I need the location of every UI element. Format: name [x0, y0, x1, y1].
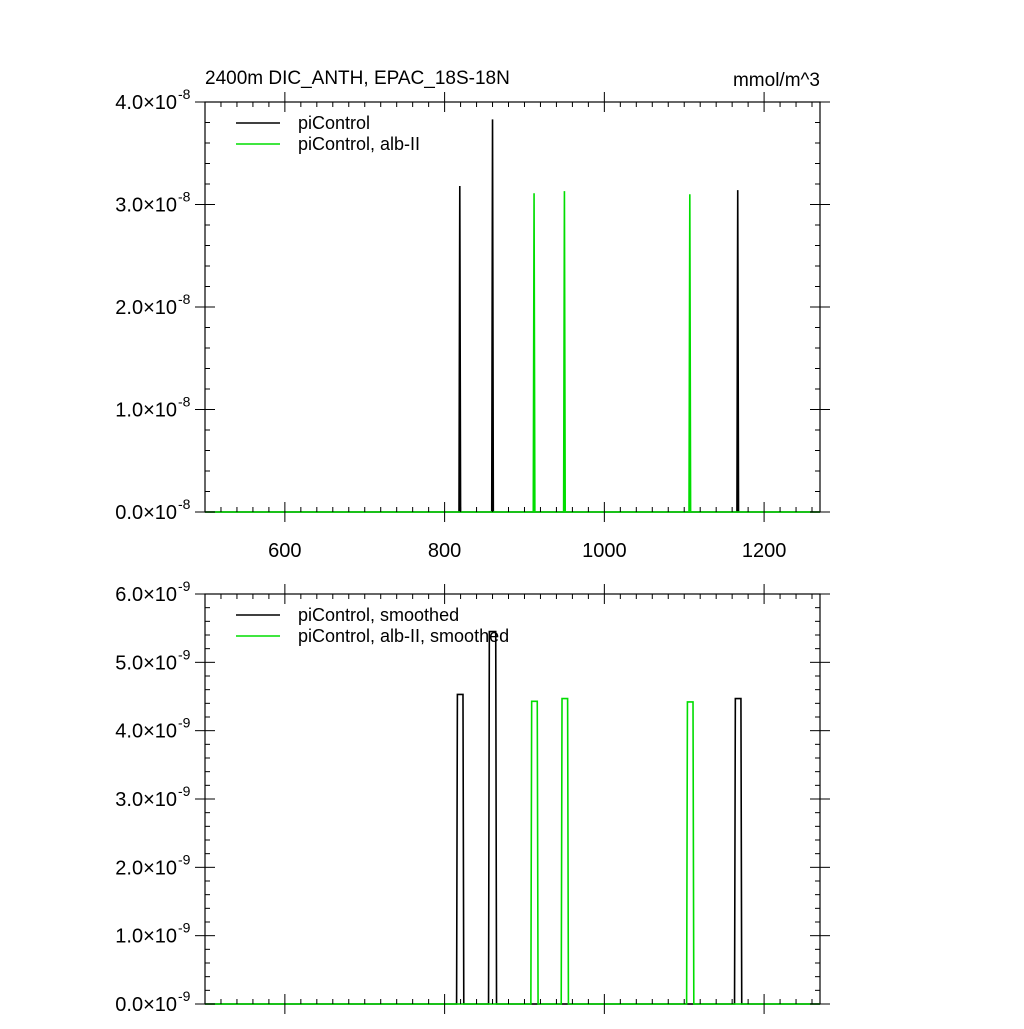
y-tick-exponent: -8: [178, 291, 191, 307]
bottom-panel: 0.0×10 -91.0×10 -92.0×10 -93.0×10 -94.0×10 -9…: [115, 578, 830, 1016]
y-tick-exponent: -9: [178, 783, 191, 799]
x-tick-label: 600: [268, 540, 301, 562]
y-tick-label: 5.0×10: [115, 652, 177, 674]
y-tick-exponent: -9: [178, 578, 191, 594]
y-tick-exponent: -8: [178, 394, 191, 410]
y-tick-label: 2.0×10: [115, 297, 177, 319]
legend-label: piControl: [298, 113, 370, 133]
y-tick-label: 1.0×10: [115, 926, 177, 948]
y-tick-exponent: -9: [178, 920, 191, 936]
series-line-1: [205, 119, 820, 513]
series-line-2: [205, 191, 820, 513]
y-tick-label: 0.0×10: [115, 502, 177, 524]
series-line-2: [205, 697, 820, 1005]
legend-label: piControl, alb-II, smoothed: [298, 626, 509, 646]
legend-label: piControl, alb-II: [298, 134, 420, 154]
y-tick-exponent: -8: [178, 496, 191, 512]
units-label: mmol/m^3: [733, 70, 820, 91]
plot-frame: [204, 101, 821, 513]
y-tick-label: 6.0×10: [115, 584, 177, 606]
y-tick-exponent: -8: [178, 189, 191, 205]
y-tick-label: 4.0×10: [115, 92, 177, 114]
x-tick-label: 1200: [742, 540, 787, 562]
x-tick-label: 1000: [582, 540, 627, 562]
plot-frame: [204, 593, 821, 1005]
y-tick-exponent: -9: [178, 646, 191, 662]
y-tick-exponent: -8: [178, 86, 191, 102]
y-tick-label: 0.0×10: [115, 994, 177, 1016]
x-tick-label: 800: [428, 540, 461, 562]
chart-title: 2400m DIC_ANTH, EPAC_18S-18N: [205, 68, 510, 89]
y-tick-label: 1.0×10: [115, 400, 177, 422]
legend-label: piControl, smoothed: [298, 605, 459, 625]
y-tick-label: 3.0×10: [115, 789, 177, 811]
y-tick-label: 3.0×10: [115, 195, 177, 217]
y-tick-label: 4.0×10: [115, 721, 177, 743]
y-tick-exponent: -9: [178, 988, 191, 1004]
y-tick-exponent: -9: [178, 851, 191, 867]
y-tick-label: 2.0×10: [115, 857, 177, 879]
series-line-1: [205, 630, 820, 1005]
y-tick-exponent: -9: [178, 715, 191, 731]
